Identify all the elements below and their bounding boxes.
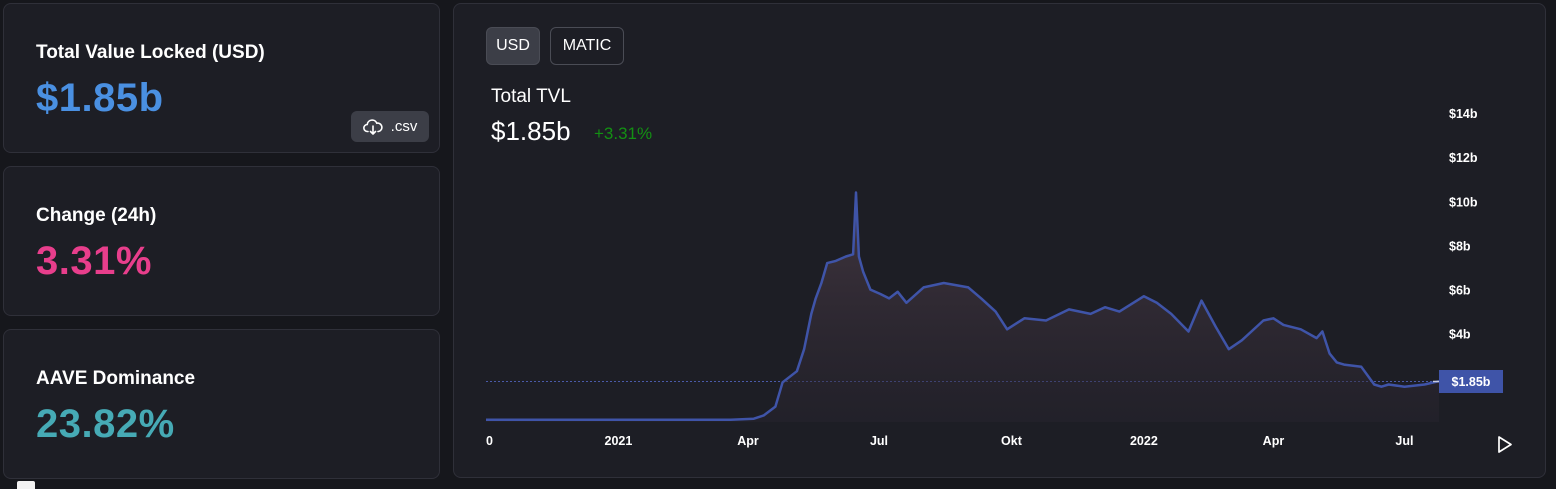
x-tick-label: Apr <box>1263 434 1285 448</box>
dominance-card: AAVE Dominance 23.82% <box>3 329 440 479</box>
y-axis: $14b $12b $10b $8b $6b $4b <box>1449 107 1478 342</box>
x-tick-label: Apr <box>737 434 759 448</box>
change-value: 3.31% <box>36 239 152 283</box>
resize-handle[interactable] <box>17 481 35 489</box>
tvl-area <box>486 192 1439 422</box>
play-icon <box>1498 436 1512 453</box>
y-tick-label: $6b <box>1449 284 1471 298</box>
y-tick-label: $10b <box>1449 195 1478 209</box>
current-value-badge: $1.85b <box>1433 370 1503 393</box>
tvl-card: Total Value Locked (USD) $1.85b .csv <box>3 3 440 153</box>
matic-toggle[interactable]: MATIC <box>550 27 624 65</box>
usd-toggle[interactable]: USD <box>486 27 540 65</box>
y-tick-label: $14b <box>1449 107 1478 121</box>
dominance-label: AAVE Dominance <box>36 368 196 389</box>
tvl-chart-card: USD MATIC Total TVL $1.85b +3.31% $14b $1… <box>453 3 1546 478</box>
tvl-area-chart[interactable]: $14b $12b $10b $8b $6b $4b 0 2021 Apr Jul Okt 2022… <box>454 4 1547 479</box>
x-tick-label: Okt <box>1001 434 1023 448</box>
csv-label: .csv <box>390 118 418 135</box>
chart-value: $1.85b <box>491 116 571 146</box>
dominance-value: 23.82% <box>36 402 175 446</box>
change-label: Change (24h) <box>36 205 157 226</box>
x-tick-label: 2022 <box>1130 434 1158 448</box>
x-tick-label: 0 <box>486 434 493 448</box>
tvl-label: Total Value Locked (USD) <box>36 42 265 63</box>
play-button[interactable] <box>1498 436 1512 453</box>
y-tick-label: $8b <box>1449 239 1471 253</box>
tvl-line <box>486 191 1440 422</box>
x-tick-label: Jul <box>870 434 888 448</box>
change-card: Change (24h) 3.31% <box>3 166 440 316</box>
chart-change: +3.31% <box>594 124 653 143</box>
x-tick-label: Jul <box>1395 434 1413 448</box>
y-tick-label: $4b <box>1449 328 1471 342</box>
tvl-value: $1.85b <box>36 76 164 120</box>
x-tick-label: 2021 <box>605 434 633 448</box>
cloud-download-icon <box>362 118 383 135</box>
current-value-label: $1.85b <box>1452 375 1491 389</box>
chart-title: Total TVL <box>491 86 571 107</box>
csv-download-button[interactable]: .csv <box>351 111 429 142</box>
y-tick-label: $12b <box>1449 151 1478 165</box>
x-axis: 0 2021 Apr Jul Okt 2022 Apr Jul <box>486 434 1413 448</box>
